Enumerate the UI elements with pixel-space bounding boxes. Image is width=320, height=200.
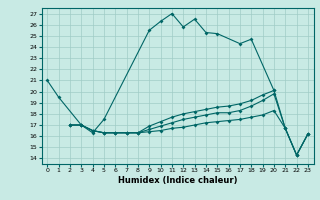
X-axis label: Humidex (Indice chaleur): Humidex (Indice chaleur) [118, 176, 237, 185]
